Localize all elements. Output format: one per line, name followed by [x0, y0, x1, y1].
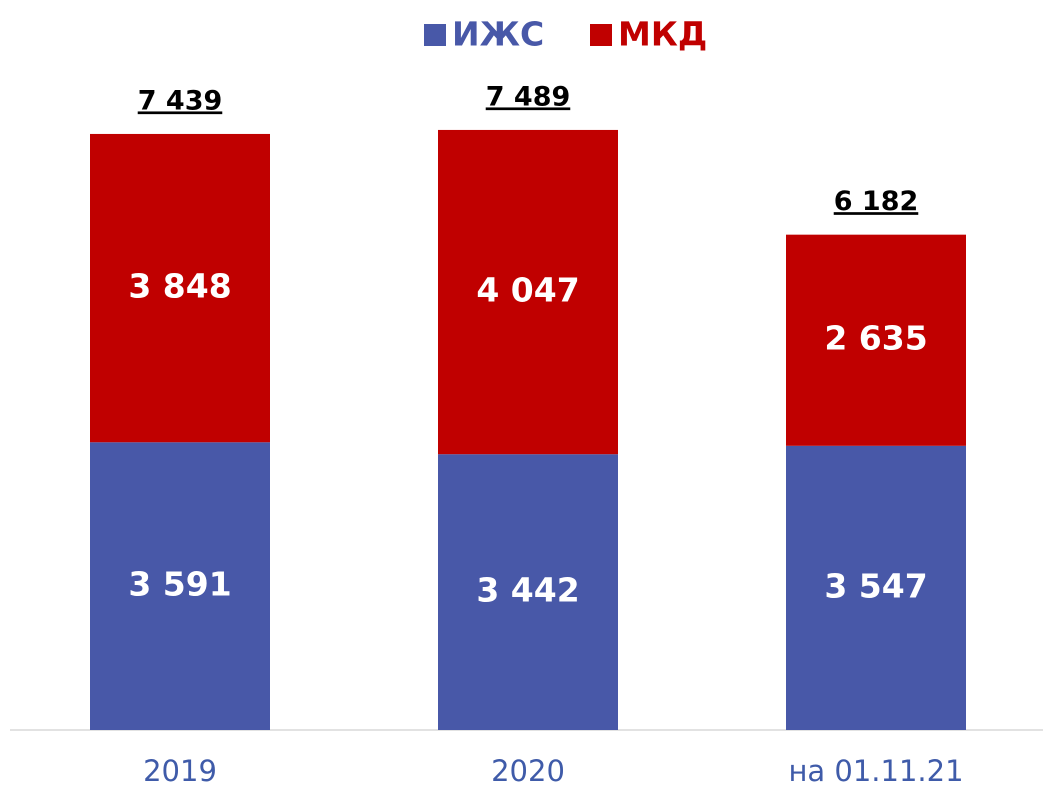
- value-label: 4 047: [476, 271, 579, 310]
- bar-segment: [786, 445, 966, 730]
- x-tick-label: на 01.11.21: [788, 754, 963, 788]
- value-label: 2 635: [824, 319, 927, 358]
- total-label: 6 182: [834, 186, 919, 217]
- bar-segment: [90, 442, 270, 730]
- total-label: 7 439: [138, 85, 223, 116]
- legend-swatch: [590, 24, 612, 46]
- value-label: 3 547: [824, 566, 927, 605]
- x-tick-label: 2020: [491, 754, 565, 788]
- legend-swatch: [424, 24, 446, 46]
- legend-label: ИЖС: [452, 15, 544, 54]
- bar-segment: [438, 454, 618, 730]
- value-label: 3 442: [476, 571, 579, 610]
- bar-segment: [90, 133, 270, 443]
- value-label: 3 591: [128, 565, 231, 604]
- legend-label: МКД: [618, 15, 707, 54]
- bar-segment: [786, 234, 966, 446]
- total-label: 7 489: [486, 81, 571, 112]
- x-tick-label: 2019: [143, 754, 217, 788]
- value-label: 3 848: [128, 267, 231, 306]
- bar-segment: [438, 129, 618, 455]
